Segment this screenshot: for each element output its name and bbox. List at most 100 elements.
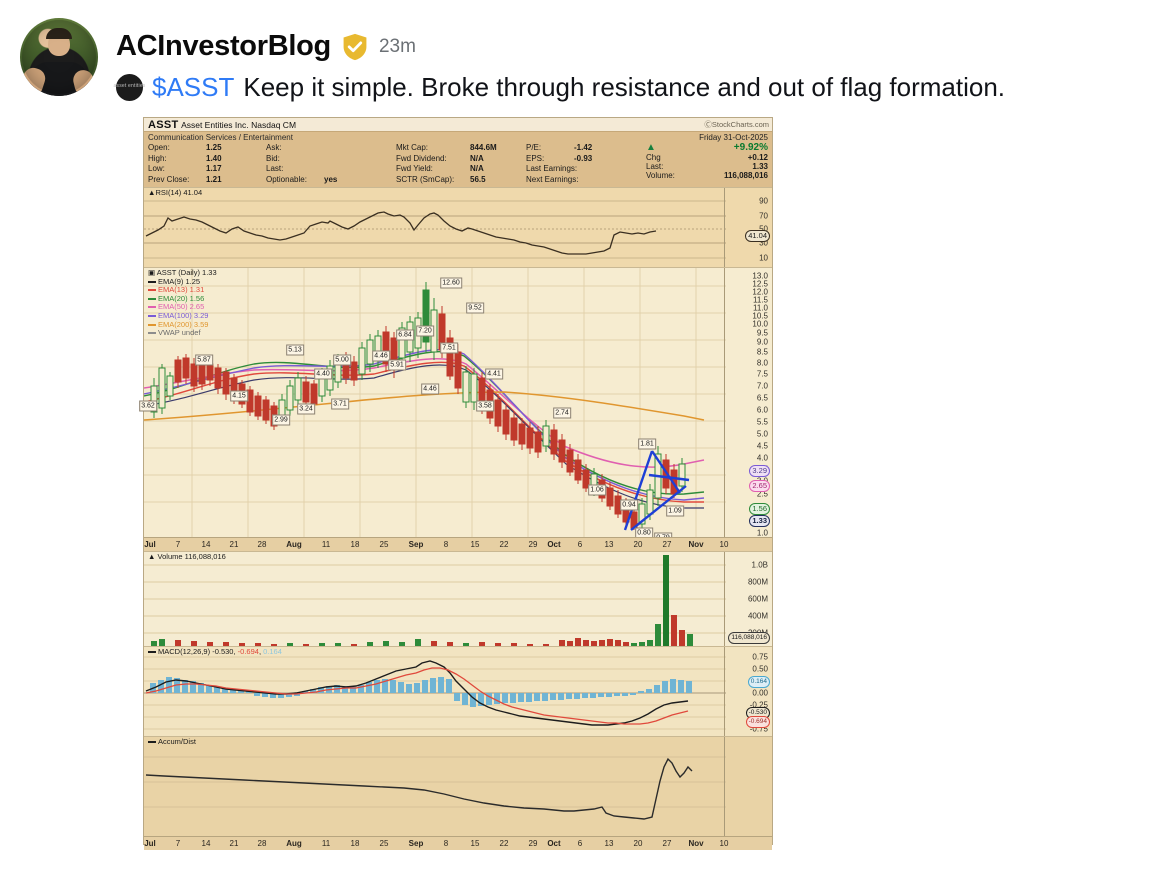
price-ytag-ema20: 1.56 [749,503,770,515]
verified-shield-icon [343,33,367,60]
quote-date: Friday 31-Oct-2025 [699,133,768,142]
xtick: 20 [633,839,643,848]
macd-svg [144,656,726,730]
price-annotation: 2.74 [553,407,571,419]
fund-row: Bid: [266,154,396,165]
rsi-ytick: 30 [759,238,768,248]
fund-value: 1.21 [206,174,222,184]
price-annotation: 4.46 [372,350,390,362]
social-post: ACInvestorBlog 23m asset entities $ASST … [0,0,1166,103]
xtick: 20 [633,540,643,549]
ticker-symbol: ASST [148,119,179,131]
price-ytick: 12.5 [752,279,768,289]
xtick: 22 [499,540,509,549]
fund-row: Low: 1.17 [148,164,266,175]
price-ytick: 4.0 [756,453,768,463]
ema-legend-item: EMA(9) 1.25 [148,277,217,287]
macd-legend-name: MACD(12,26,9) [158,647,211,656]
fund-row: Optionable: yes [266,175,396,186]
xtick: 28 [257,839,267,848]
fund-row: Fwd Dividend: N/A [396,154,526,165]
avatar[interactable] [20,18,98,96]
volume-plot [144,552,772,647]
accumdist-legend: Accum/Dist [148,737,196,747]
xtick: 25 [379,839,389,848]
avatar-vignette [22,20,96,94]
price-annotation: 5.91 [388,359,406,371]
fund-row: Last: [266,164,396,175]
price-ytick: 6.0 [756,405,768,415]
fund-row: P/E: -1.42 [526,143,618,154]
asset-entities-logo-icon: asset entities [114,73,145,101]
chg-value: +0.12 [747,153,768,162]
fund-value: 844.6M [470,143,497,152]
rsi-current-tag: 41.04 [745,230,770,242]
rsi-legend: ▲RSI(14) 41.04 [148,188,203,197]
xtick: 29 [528,540,538,549]
chg-label: Chg [646,153,661,162]
price-ytick: 12.0 [752,287,768,297]
price-panel: ▣ ASST (Daily) 1.33 EMA(9) 1.25 EMA(13) … [139,267,772,544]
macd-value-macd: -0.530 [212,647,234,656]
volume-ytick: 400M [747,611,768,621]
fund-label: Next Earnings: [526,174,579,184]
post-text-content: Keep it simple. Broke through resistance… [243,72,1006,102]
fund-label: Open: [148,143,170,152]
rsi-line-svg [144,200,726,259]
xtick: 29 [528,839,538,848]
fund-row: Prev Close: 1.21 [148,175,266,186]
bottom-xaxis: Jul 7 14 21 28 Aug 11 18 25 Sep 8 15 22 … [144,836,772,850]
xtick: Aug [286,540,302,549]
xtick: 21 [229,839,239,848]
price-ytick: 2.5 [756,489,768,499]
fund-label: Mkt Cap: [396,143,429,152]
candlestick-svg [144,268,726,538]
fund-label: P/E: [526,143,542,152]
price-ytick: 11.5 [753,295,768,305]
price-annotation: 4.46 [421,383,439,395]
price-annotation: 1.81 [638,438,656,450]
xtick: Nov [688,540,704,549]
flag-trendlines [623,450,690,531]
macd-ytick: 0.50 [752,664,768,674]
fundamentals-column-4: P/E: -1.42 EPS: -0.93 Last Earnings: Next … [526,143,618,185]
company-name: Asset Entities Inc. [181,120,249,130]
price-ytick: 5.0 [756,429,768,439]
rsi-ytick: 50 [759,224,768,234]
xtick: 14 [201,540,211,549]
author-name[interactable]: ACInvestorBlog [116,30,331,62]
xtick: 10 [719,839,729,848]
macd-ytick: -0.75 [749,724,768,734]
price-annotation: 3.71 [331,398,349,410]
fund-value: N/A [470,164,484,173]
price-annotation: 12.60 [440,277,462,289]
xtick: Oct [547,839,561,848]
rsi-icon: ▲ [148,188,156,197]
ema-legend-item: EMA(13) 1.31 [148,285,217,295]
symbol-line: ASST Asset Entities Inc. Nasdaq CM [148,119,296,131]
xtick: 11 [321,540,331,549]
ema-legend-item: EMA(20) 1.56 [148,294,217,304]
cashtag-link[interactable]: $ASST [152,72,235,102]
quote-header: ASST Asset Entities Inc. Nasdaq CM ⒸStoc… [144,118,772,131]
quote-change-row: Chg +0.12 [646,153,768,162]
rsi-yaxis: 90 70 50 30 10 41.04 [724,188,772,267]
macd-ytick: 0.00 [752,688,768,698]
fund-row: Next Earnings: [526,175,618,186]
fund-label: EPS: [526,153,545,163]
price-annotation: 7.51 [440,342,458,354]
volume-ytick: 600M [747,594,768,604]
fund-row: High: 1.40 [148,154,266,165]
price-ytick: 11.0 [753,303,768,313]
accumdist-plot [144,737,772,836]
candle-icon: ▣ [148,268,156,277]
price-annotation: 4.40 [314,368,332,380]
price-legend: ▣ ASST (Daily) 1.33 EMA(9) 1.25 EMA(13) … [148,268,217,338]
volume-bars-svg [144,555,726,647]
price-xaxis: Jul 7 14 21 28 Aug 11 18 25 Sep 8 15 22 … [144,537,772,551]
rsi-panel: ▲RSI(14) 41.04 90 70 50 30 10 41.04 [144,187,772,267]
chart-image[interactable]: ASST Asset Entities Inc. Nasdaq CM ⒸStoc… [139,117,783,850]
xtick: 18 [350,540,360,549]
post-body: asset entities $ASST Keep it simple. Bro… [114,72,1006,103]
price-ytick: 8.5 [756,347,768,357]
